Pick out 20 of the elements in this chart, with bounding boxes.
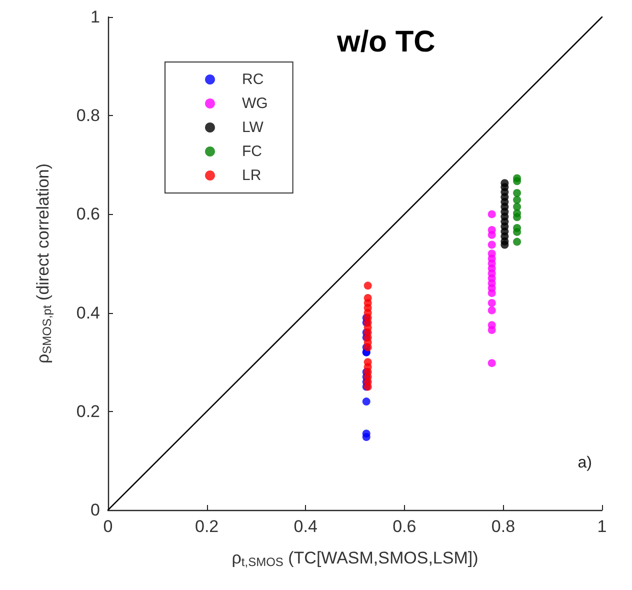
legend-label: LR [242, 167, 262, 184]
y-tick-label: 0.2 [76, 402, 100, 421]
x-tick-label: 0 [103, 517, 113, 536]
legend-label: LW [242, 119, 264, 136]
legend-label: FC [242, 143, 262, 160]
y-axis-title: ρSMOS,pt (direct correlation) [34, 163, 54, 364]
y-tick-label: 0.8 [76, 106, 100, 126]
y-tick-label: 0.4 [76, 303, 100, 322]
y-tick-label: 1 [90, 8, 100, 26]
x-tick-label: 1 [597, 517, 607, 536]
chart-title: w/o TC [336, 26, 436, 58]
x-tick-label: 0.6 [392, 517, 416, 536]
x-tick-label: 0.2 [194, 517, 219, 536]
annotation: a) [578, 454, 592, 472]
y-tick-label: 0 [90, 500, 100, 520]
x-tick-label: 0.8 [491, 517, 516, 536]
y-tick-label: 0.6 [76, 204, 100, 224]
x-tick-label: 0.4 [294, 517, 318, 536]
legend-label: WG [242, 95, 268, 112]
legend-label: RC [242, 71, 264, 88]
